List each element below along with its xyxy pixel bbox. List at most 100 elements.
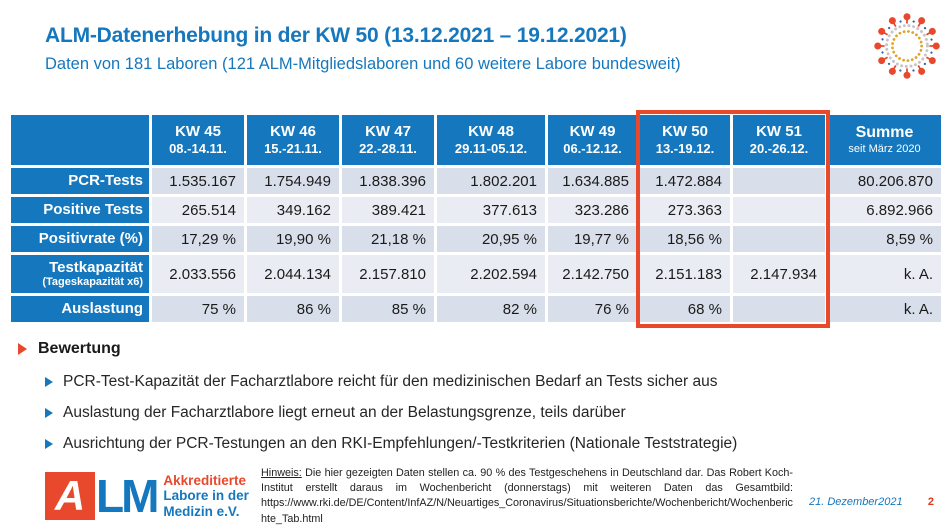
table-cell: 273.363 bbox=[640, 197, 730, 223]
triangle-bullet-icon bbox=[45, 408, 53, 418]
alm-logo-a-mark: A bbox=[45, 472, 95, 520]
table-cell: 1.802.201 bbox=[437, 168, 545, 194]
table-cell: 20,95 % bbox=[437, 226, 545, 252]
triangle-bullet-icon bbox=[45, 439, 53, 449]
alm-logo: A LM Akkreditierte Labore in der Medizin… bbox=[45, 472, 257, 520]
col-week-label: KW 46 bbox=[270, 122, 316, 140]
col-header-summe: Summe seit März 2020 bbox=[828, 115, 941, 165]
table-cell bbox=[733, 226, 825, 252]
col-header-kw51: KW 51 20.-26.12. bbox=[733, 115, 825, 165]
table-cell bbox=[733, 168, 825, 194]
col-header-kw48: KW 48 29.11-05.12. bbox=[437, 115, 545, 165]
table-cell: 21,18 % bbox=[342, 226, 434, 252]
table-cell: 1.634.885 bbox=[548, 168, 637, 194]
table-cell: 1.838.396 bbox=[342, 168, 434, 194]
col-dates-label: seit März 2020 bbox=[848, 143, 921, 156]
row-label-main: Testkapazität bbox=[49, 258, 143, 276]
title-block: ALM-Datenerhebung in der KW 50 (13.12.20… bbox=[45, 24, 875, 74]
date-block: 21. Dezember2021 2 bbox=[793, 496, 946, 508]
bewertung-heading-label: Bewertung bbox=[38, 340, 121, 357]
hinweis-note: Hinweis: Die hier gezeigten Daten stelle… bbox=[261, 466, 793, 527]
table-cell bbox=[733, 296, 825, 322]
data-table: KW 45 08.-14.11. KW 46 15.-21.11. KW 47 22.… bbox=[8, 112, 944, 325]
table-cell: 1.472.884 bbox=[640, 168, 730, 194]
row-label: Positivrate (%) bbox=[11, 226, 149, 252]
col-dates-label: 08.-14.11. bbox=[169, 141, 227, 157]
col-week-label: KW 50 bbox=[662, 122, 708, 140]
table-cell: 17,29 % bbox=[152, 226, 244, 252]
col-header-kw46: KW 46 15.-21.11. bbox=[247, 115, 339, 165]
table-cell: 19,90 % bbox=[247, 226, 339, 252]
table-cell: 1.754.949 bbox=[247, 168, 339, 194]
col-week-label: KW 47 bbox=[365, 122, 411, 140]
table-cell bbox=[733, 197, 825, 223]
footer: A LM Akkreditierte Labore in der Medizin… bbox=[45, 466, 946, 527]
col-week-label: KW 48 bbox=[468, 122, 514, 140]
table-cell: 389.421 bbox=[342, 197, 434, 223]
bewertung-bullet: Ausrichtung der PCR-Testungen an den RKI… bbox=[45, 435, 938, 453]
alm-logo-lm-mark: LM bbox=[96, 470, 159, 522]
table-cell: 82 % bbox=[437, 296, 545, 322]
coronavirus-icon bbox=[874, 13, 940, 79]
table-cell: 75 % bbox=[152, 296, 244, 322]
table-cell: k. A. bbox=[828, 296, 941, 322]
table-cell: 6.892.966 bbox=[828, 197, 941, 223]
row-pcr-tests: PCR-Tests 1.535.167 1.754.949 1.838.396 … bbox=[11, 168, 941, 194]
table-cell: 2.202.594 bbox=[437, 255, 545, 293]
row-positive-tests: Positive Tests 265.514 349.162 389.421 3… bbox=[11, 197, 941, 223]
triangle-bullet-icon bbox=[18, 343, 27, 355]
col-dates-label: 29.11-05.12. bbox=[454, 141, 528, 157]
data-table-wrap: KW 45 08.-14.11. KW 46 15.-21.11. KW 47 22.… bbox=[8, 110, 944, 328]
col-week-label: KW 45 bbox=[175, 122, 221, 140]
bullet-text: PCR-Test-Kapazität der Facharztlabore re… bbox=[63, 373, 718, 390]
bewertung-bullet: PCR-Test-Kapazität der Facharztlabore re… bbox=[45, 373, 938, 391]
table-corner-cell bbox=[11, 115, 149, 165]
bewertung-bullet: Auslastung der Facharztlabore liegt erne… bbox=[45, 404, 938, 422]
table-cell: 2.151.183 bbox=[640, 255, 730, 293]
table-cell: 2.044.134 bbox=[247, 255, 339, 293]
table-cell: 265.514 bbox=[152, 197, 244, 223]
col-dates-label: 06.-12.12. bbox=[563, 141, 622, 157]
table-cell: 1.535.167 bbox=[152, 168, 244, 194]
table-cell: k. A. bbox=[828, 255, 941, 293]
hinweis-label: Hinweis: bbox=[261, 467, 302, 479]
page-subtitle: Daten von 181 Laboren (121 ALM-Mitglieds… bbox=[45, 55, 681, 73]
row-label: Positive Tests bbox=[11, 197, 149, 223]
table-cell: 76 % bbox=[548, 296, 637, 322]
col-dates-label: 15.-21.11. bbox=[264, 141, 322, 157]
alm-logo-line1: Akkreditierte bbox=[163, 472, 246, 488]
col-header-kw49: KW 49 06.-12.12. bbox=[548, 115, 637, 165]
col-dates-label: 22.-28.11. bbox=[359, 141, 417, 157]
table-cell: 85 % bbox=[342, 296, 434, 322]
alm-logo-line3: Medizin e.V. bbox=[163, 503, 240, 519]
col-week-label: KW 51 bbox=[756, 122, 802, 140]
col-header-kw45: KW 45 08.-14.11. bbox=[152, 115, 244, 165]
col-header-kw50: KW 50 13.-19.12. bbox=[640, 115, 730, 165]
slide-date: 21. Dezember2021 bbox=[809, 496, 903, 508]
alm-logo-text: Akkreditierte Labore in der Medizin e.V. bbox=[163, 473, 249, 520]
bewertung-heading: Bewertung bbox=[18, 340, 938, 358]
table-cell: 2.033.556 bbox=[152, 255, 244, 293]
row-label-sub: (Tageskapazität x6) bbox=[42, 276, 143, 289]
row-label: PCR-Tests bbox=[11, 168, 149, 194]
col-dates-label: 13.-19.12. bbox=[655, 141, 715, 157]
table-cell: 80.206.870 bbox=[828, 168, 941, 194]
table-cell: 2.157.810 bbox=[342, 255, 434, 293]
table-header-row: KW 45 08.-14.11. KW 46 15.-21.11. KW 47 22.… bbox=[11, 115, 941, 165]
bewertung-section: Bewertung PCR-Test-Kapazität der Facharz… bbox=[18, 340, 938, 466]
row-auslastung: Auslastung 75 % 86 % 85 % 82 % 76 % 68 %… bbox=[11, 296, 941, 322]
page-number: 2 bbox=[927, 496, 934, 508]
row-label: Auslastung bbox=[11, 296, 149, 322]
alm-logo-line2: Labore in der bbox=[163, 488, 249, 504]
table-cell: 349.162 bbox=[247, 197, 339, 223]
table-cell: 8,59 % bbox=[828, 226, 941, 252]
page-title: ALM-Datenerhebung in der KW 50 (13.12.20… bbox=[45, 24, 627, 47]
col-dates-label: 20.-26.12. bbox=[749, 141, 809, 157]
col-week-label: KW 49 bbox=[569, 122, 616, 140]
table-cell: 377.613 bbox=[437, 197, 545, 223]
col-header-kw47: KW 47 22.-28.11. bbox=[342, 115, 434, 165]
table-cell: 18,56 % bbox=[640, 226, 730, 252]
col-week-label: Summe bbox=[855, 124, 914, 142]
hinweis-text: Die hier gezeigten Daten stellen ca. 90 … bbox=[261, 467, 793, 525]
